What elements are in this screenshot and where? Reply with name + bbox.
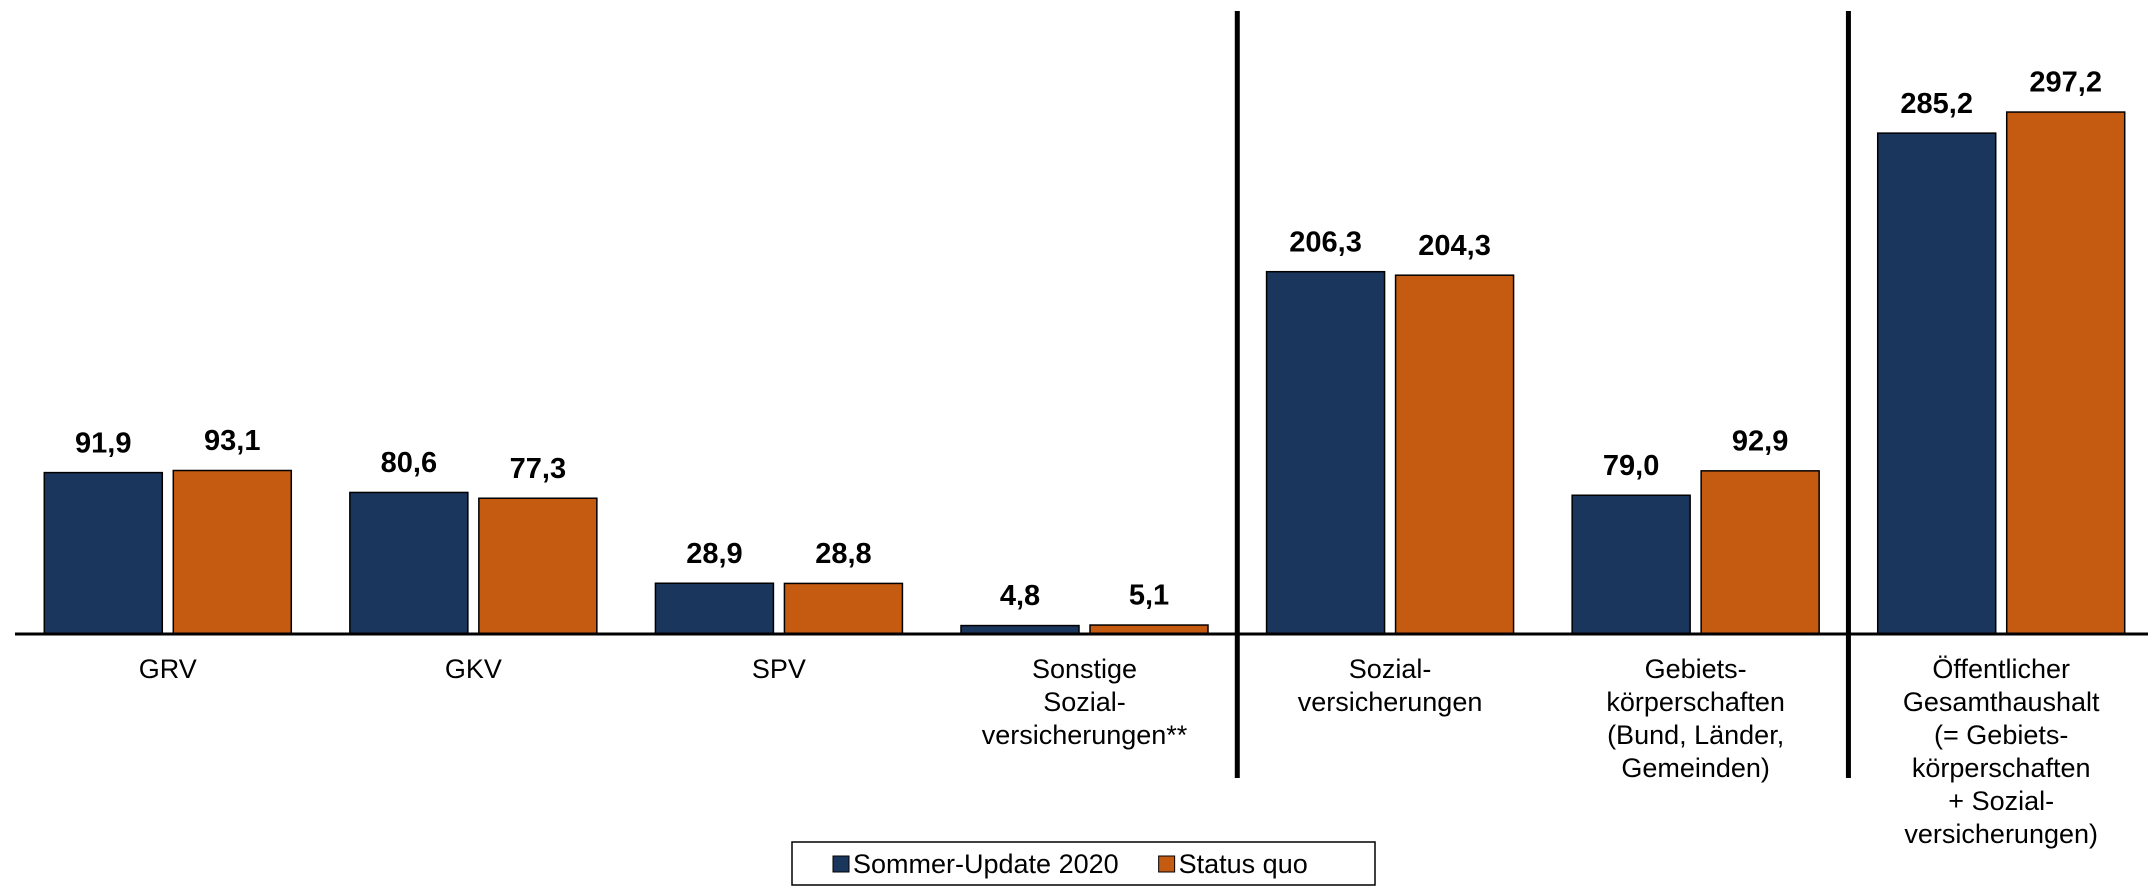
value-label: 91,9 xyxy=(75,427,131,459)
value-label: 93,1 xyxy=(204,425,260,457)
value-label: 5,1 xyxy=(1129,580,1169,612)
value-label: 204,3 xyxy=(1418,230,1491,262)
bar xyxy=(2005,111,2126,635)
bar xyxy=(783,582,904,635)
bar xyxy=(349,491,469,635)
bar xyxy=(654,582,775,635)
x-tick-label: Gemeinden) xyxy=(1621,753,1770,783)
value-label: 28,8 xyxy=(815,538,871,570)
x-tick-label: Sonstige xyxy=(1032,654,1137,684)
x-tick-label: GKV xyxy=(445,654,502,684)
bar xyxy=(478,497,598,635)
value-label: 28,9 xyxy=(686,538,742,570)
value-label: 79,0 xyxy=(1603,450,1659,482)
x-tick-label: versicherungen) xyxy=(1904,819,2098,849)
legend-swatch xyxy=(1158,855,1176,873)
x-tick-label: (Bund, Länder, xyxy=(1607,720,1784,750)
x-tick-label: Sozial- xyxy=(1349,654,1432,684)
bar xyxy=(1700,470,1820,635)
bar xyxy=(43,471,164,635)
value-label: 4,8 xyxy=(1000,580,1040,612)
value-label: 297,2 xyxy=(2029,67,2102,99)
x-tick-label: versicherungen** xyxy=(982,720,1188,750)
x-tick-label: Öffentlicher xyxy=(1932,654,2070,684)
value-label: 206,3 xyxy=(1289,226,1362,258)
x-tick-label: Sozial- xyxy=(1043,687,1126,717)
legend-box xyxy=(791,841,1376,886)
x-tick-label: GRV xyxy=(139,654,197,684)
bar xyxy=(1265,270,1386,635)
value-label: 92,9 xyxy=(1732,426,1788,458)
legend-label: Sommer-Update 2020 xyxy=(853,849,1119,879)
x-tick-label: + Sozial- xyxy=(1948,786,2054,816)
value-label: 77,3 xyxy=(510,453,566,485)
x-tick-label: körperschaften xyxy=(1912,753,2091,783)
bar xyxy=(1394,274,1515,635)
x-tick-label: (= Gebiets- xyxy=(1934,720,2068,750)
x-tick-label: Gesamthaushalt xyxy=(1903,687,2100,717)
legend-swatch xyxy=(832,855,850,873)
bar xyxy=(172,469,293,635)
x-tick-label: versicherungen xyxy=(1298,687,1483,717)
legend-label: Status quo xyxy=(1179,849,1308,879)
value-label: 80,6 xyxy=(381,447,437,479)
value-label: 285,2 xyxy=(1900,88,1973,120)
x-tick-label: körperschaften xyxy=(1606,687,1785,717)
x-tick-label: Gebiets- xyxy=(1645,654,1747,684)
bar xyxy=(1571,494,1691,635)
bar xyxy=(1876,132,1997,635)
x-tick-label: SPV xyxy=(752,654,806,684)
